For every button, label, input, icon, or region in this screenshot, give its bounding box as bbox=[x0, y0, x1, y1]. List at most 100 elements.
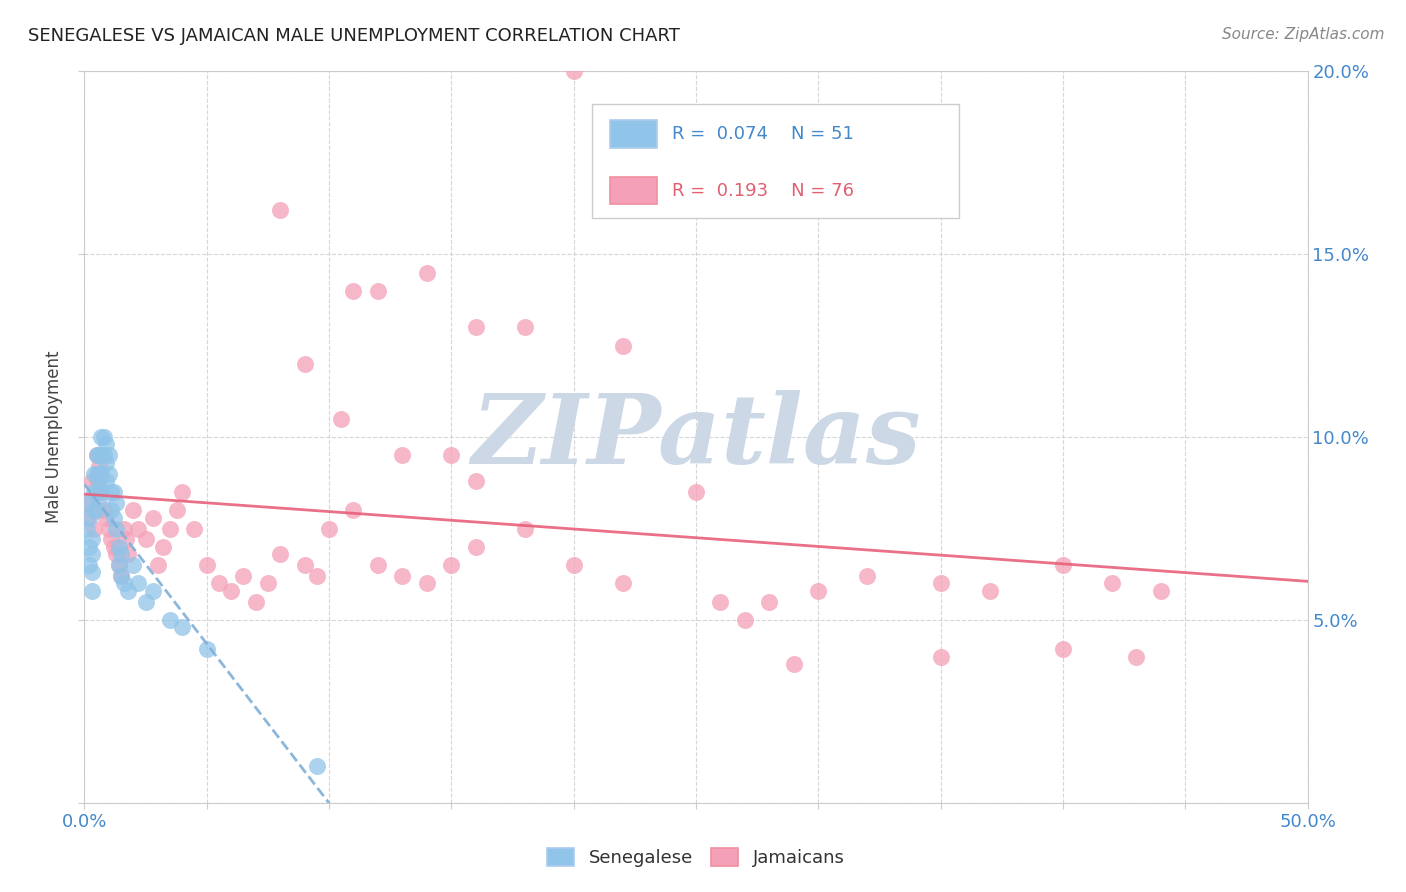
Point bbox=[80, 533, 103, 547]
Point bbox=[83, 467, 105, 481]
Point bbox=[709, 594, 731, 608]
Point bbox=[100, 503, 122, 517]
Bar bbox=[610, 177, 657, 204]
Point bbox=[135, 594, 157, 608]
Point bbox=[219, 583, 242, 598]
Point bbox=[562, 558, 585, 573]
Point bbox=[416, 576, 439, 591]
Point bbox=[107, 558, 129, 573]
Point bbox=[96, 437, 118, 451]
Point bbox=[1101, 576, 1123, 591]
Point bbox=[93, 448, 115, 462]
Point bbox=[159, 521, 181, 535]
Point bbox=[86, 467, 108, 481]
Point bbox=[172, 620, 194, 634]
Point bbox=[330, 412, 353, 426]
Point bbox=[734, 613, 756, 627]
Point bbox=[929, 576, 952, 591]
Point bbox=[115, 533, 138, 547]
Point bbox=[93, 503, 115, 517]
Point bbox=[159, 613, 181, 627]
Point bbox=[76, 510, 98, 524]
Point bbox=[562, 64, 585, 78]
Point bbox=[146, 558, 169, 573]
Point bbox=[464, 540, 486, 554]
Point bbox=[97, 521, 120, 535]
Point bbox=[83, 521, 105, 535]
Point bbox=[367, 558, 389, 573]
Point bbox=[172, 485, 194, 500]
Point bbox=[391, 569, 413, 583]
Point bbox=[758, 594, 780, 608]
Point bbox=[195, 558, 218, 573]
Point bbox=[80, 474, 103, 488]
Point bbox=[77, 496, 100, 510]
Point bbox=[107, 558, 129, 573]
Point bbox=[87, 448, 110, 462]
Point bbox=[90, 467, 112, 481]
Point bbox=[135, 533, 157, 547]
Point bbox=[77, 510, 100, 524]
Point bbox=[257, 576, 280, 591]
Point bbox=[208, 576, 231, 591]
Point bbox=[83, 503, 105, 517]
Point bbox=[127, 576, 149, 591]
Point bbox=[318, 521, 340, 535]
Point bbox=[100, 533, 122, 547]
Point bbox=[685, 485, 707, 500]
Point bbox=[105, 547, 128, 561]
Point bbox=[513, 521, 536, 535]
Point bbox=[80, 566, 103, 580]
Point bbox=[612, 576, 634, 591]
Point bbox=[513, 320, 536, 334]
Point bbox=[142, 583, 165, 598]
Text: R =  0.074    N = 51: R = 0.074 N = 51 bbox=[672, 125, 853, 144]
Point bbox=[90, 448, 112, 462]
Point bbox=[96, 510, 118, 524]
Point bbox=[612, 338, 634, 352]
Point bbox=[117, 547, 139, 561]
Point bbox=[440, 448, 463, 462]
Point bbox=[391, 448, 413, 462]
Text: R =  0.193    N = 76: R = 0.193 N = 76 bbox=[672, 182, 853, 200]
Point bbox=[122, 558, 145, 573]
Point bbox=[416, 266, 439, 280]
Point bbox=[105, 521, 128, 535]
Point bbox=[105, 496, 128, 510]
Point bbox=[305, 569, 328, 583]
Point bbox=[96, 474, 118, 488]
Point bbox=[77, 540, 100, 554]
Point bbox=[294, 558, 316, 573]
Point bbox=[245, 594, 267, 608]
Point bbox=[100, 485, 122, 500]
Point bbox=[807, 583, 830, 598]
FancyBboxPatch shape bbox=[592, 104, 959, 218]
Point bbox=[77, 558, 100, 573]
Point bbox=[87, 459, 110, 474]
Point bbox=[87, 474, 110, 488]
Point bbox=[112, 521, 135, 535]
Point bbox=[76, 496, 98, 510]
Point bbox=[464, 474, 486, 488]
Point bbox=[86, 485, 108, 500]
Text: SENEGALESE VS JAMAICAN MALE UNEMPLOYMENT CORRELATION CHART: SENEGALESE VS JAMAICAN MALE UNEMPLOYMENT… bbox=[28, 27, 681, 45]
Point bbox=[97, 448, 120, 462]
Point bbox=[464, 320, 486, 334]
Point bbox=[269, 203, 291, 218]
Point bbox=[83, 485, 105, 500]
Point bbox=[93, 430, 115, 444]
Text: ZIPatlas: ZIPatlas bbox=[471, 390, 921, 484]
Point bbox=[166, 503, 188, 517]
Y-axis label: Male Unemployment: Male Unemployment bbox=[45, 351, 63, 524]
Point bbox=[1150, 583, 1173, 598]
Point bbox=[97, 467, 120, 481]
Legend: Senegalese, Jamaicans: Senegalese, Jamaicans bbox=[540, 840, 852, 874]
Point bbox=[142, 510, 165, 524]
Bar bbox=[610, 120, 657, 148]
Point bbox=[86, 503, 108, 517]
Point bbox=[342, 503, 364, 517]
Point bbox=[76, 521, 98, 535]
Point bbox=[195, 642, 218, 657]
Point bbox=[367, 284, 389, 298]
Point bbox=[979, 583, 1001, 598]
